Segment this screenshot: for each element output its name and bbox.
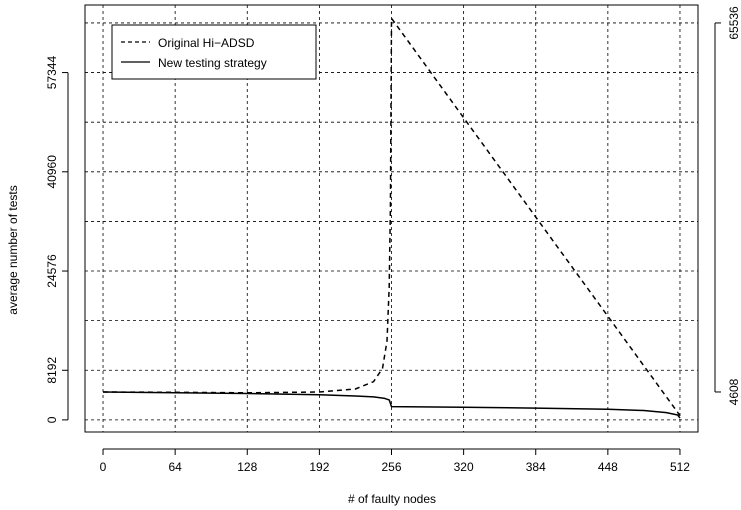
x-axis: 0 64 128 192 256 320 384 448 512	[100, 448, 690, 474]
x-tick-label: 512	[670, 460, 690, 474]
legend-box	[111, 24, 317, 80]
y-tick-label-left: 24576	[45, 254, 59, 288]
y-tick-label-left: 40960	[45, 155, 59, 189]
x-tick-label: 128	[237, 460, 257, 474]
legend-label-original: Original Hi−ADSD	[158, 36, 255, 50]
x-tick-label: 64	[168, 460, 182, 474]
x-tick-label: 0	[100, 460, 107, 474]
y-tick-label-right: 65536	[727, 6, 741, 40]
x-tick-label: 320	[454, 460, 474, 474]
y-tick-label-right: 4608	[727, 378, 741, 405]
x-tick-label: 256	[381, 460, 401, 474]
series-line-new-testing-strategy	[102, 391, 681, 419]
series-layer	[102, 17, 681, 419]
series-line-original-hi-adsd	[102, 17, 681, 417]
y-axis-label: average number of tests	[6, 185, 20, 314]
plot-frame	[84, 4, 699, 433]
y-tick-label-left: 8192	[45, 357, 59, 384]
legend-label-new: New testing strategy	[158, 56, 267, 70]
y-tick-label-left: 57344	[45, 56, 59, 90]
y-tick-label-left: 0	[45, 416, 59, 423]
legend: Original Hi−ADSD New testing strategy	[111, 24, 317, 80]
x-axis-label: # of faulty nodes	[348, 492, 436, 506]
x-tick-label: 384	[526, 460, 546, 474]
x-tick-label: 448	[598, 460, 618, 474]
y-axis-left: 0 8192 24576 40960 57344	[45, 56, 69, 423]
y-axis-right: 4608 65536	[714, 6, 741, 405]
x-tick-label: 192	[309, 460, 329, 474]
